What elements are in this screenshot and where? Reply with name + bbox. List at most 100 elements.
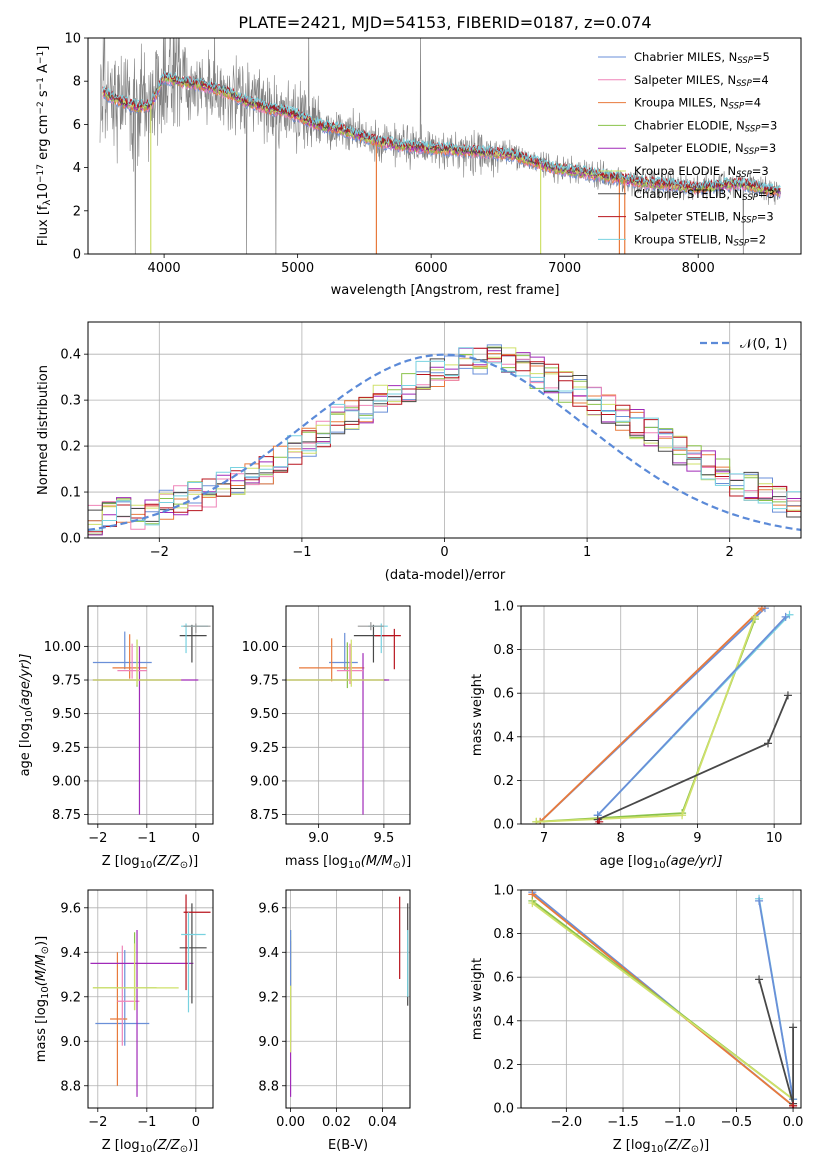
label-part: 10 (653, 860, 666, 871)
label-part: erg cm (36, 115, 51, 164)
y-axis-label: Normed distribution (36, 365, 51, 495)
legend-count: =4 (744, 96, 761, 110)
legend-sub: SSP (744, 147, 760, 157)
x-tick-label: 5000 (281, 261, 314, 276)
y-tick-label: 0.4 (493, 730, 514, 745)
y-tick-label: 9.25 (250, 741, 279, 756)
mass-weight-marker (789, 1023, 798, 1032)
x-tick-label: 7 (540, 831, 548, 846)
x-tick-label: 0.02 (322, 1115, 351, 1130)
chart-age_mass: 9.0 9.5 8.75 9.00 9.25 9.50 9.75 10.00 mass [log… (242, 605, 411, 871)
x-tick-label: 0.0 (783, 1115, 804, 1130)
x-tick-label: −2 (88, 1115, 107, 1130)
axes-frame (87, 321, 802, 539)
x-tick-label: 0 (440, 545, 448, 560)
label-part: mass [log (285, 854, 348, 869)
label-part: Z [log (102, 1138, 140, 1153)
legend-entry: 𝒩(0, 1) (740, 337, 787, 352)
y-tick-label: 0.8 (493, 643, 514, 658)
legend-name: Salpeter STELIB, N (634, 210, 741, 224)
legend-count: =3 (757, 210, 774, 224)
x-tick-label: −1.0 (664, 1115, 696, 1130)
legend-entry: Kroupa STELIB, NSSP=2 (634, 232, 766, 248)
y-tick-label: 0.6 (493, 687, 514, 702)
y-tick-label: 9.0 (258, 1035, 279, 1050)
label-part: age [log (18, 723, 33, 776)
mass-weight-marker (783, 691, 792, 700)
axes-frame (87, 605, 214, 825)
legend-name: Salpeter ELODIE, N (634, 141, 744, 155)
plot-area (286, 622, 401, 815)
grid (88, 890, 213, 1108)
y-tick-label: 9.75 (52, 674, 81, 689)
axes-frame (285, 605, 411, 825)
label-part: age [log (600, 854, 653, 869)
y-tick-label: 0.0 (493, 818, 514, 833)
x-tick-label: 2 (726, 545, 734, 560)
x-tick-label: 7000 (548, 261, 581, 276)
y-tick-label: 0.2 (493, 1058, 514, 1073)
label-part: A (36, 64, 51, 77)
x-tick-label: −0.5 (721, 1115, 753, 1130)
label-part: )] (699, 1138, 709, 1153)
x-axis-label: Z [log10(Z/Z⊙)] (102, 1138, 198, 1155)
histogram-step-line (88, 347, 801, 530)
plot-area (99, 38, 781, 254)
legend-entry: Chabrier MILES, NSSP=5 (634, 50, 770, 66)
legend-sub: SSP (736, 79, 752, 89)
x-tick-label: −1 (292, 545, 311, 560)
mass-weight-marker (781, 612, 790, 621)
label-part: 10 (40, 986, 51, 999)
plot-area (90, 894, 211, 1097)
y-tick-label: 0.8 (493, 927, 514, 942)
legend-count: =3 (759, 141, 776, 155)
legend-sub: SSP (729, 102, 745, 112)
axes-frame (285, 889, 411, 1109)
mass-weight-marker (755, 975, 764, 984)
y-axis-label: mass [log10(M/M⊙)] (34, 936, 51, 1062)
chart-mass_Z: −2 −1 08.89.09.29.49.6Z [log10(Z/Z⊙)]mass … (34, 889, 214, 1155)
x-axis-label: Z [log10(Z/Z⊙)] (102, 854, 198, 871)
label-part: 10 (24, 710, 35, 723)
plot-area (289, 896, 409, 1097)
chart-hist: −2 −1 0 1 2 0.0 0.1 0.2 0.3 0.4 (data-model)/error… (36, 321, 802, 583)
axes-frame (87, 889, 214, 1109)
y-tick-label: 0.4 (60, 348, 81, 363)
grid (88, 606, 213, 824)
y-axis-label: mass weight (470, 958, 485, 1040)
label-part: 10 (348, 860, 361, 871)
y-tick-label: 10 (64, 32, 81, 47)
x-tick-label: −2.0 (551, 1115, 583, 1130)
mass-weight-marker (595, 817, 604, 824)
mass-weight-marker (755, 896, 764, 905)
plot-area (88, 344, 801, 536)
mass-weight-marker (678, 811, 687, 820)
x-tick-label: −1 (137, 831, 156, 846)
label-part: 10 (140, 860, 153, 871)
y-tick-label: 0.0 (493, 1102, 514, 1117)
label-part: (age/yr)] (18, 654, 33, 711)
x-axis-label: Z [log10(Z/Z⊙)] (613, 1138, 709, 1155)
y-tick-label: 0.2 (493, 774, 514, 789)
legend-count: =3 (752, 164, 769, 178)
label-part: (Z/Z (152, 854, 180, 869)
y-tick-label: 0.3 (60, 394, 81, 409)
plot-area (92, 623, 211, 815)
x-axis-label: age [log10(age/yr)] (600, 854, 723, 871)
axes-frame (520, 889, 802, 1109)
legend-count: =3 (760, 118, 777, 132)
y-tick-label: 9.00 (250, 774, 279, 789)
y-tick-label: 8.75 (250, 808, 279, 823)
grid (286, 890, 410, 1108)
x-tick-label: 6000 (415, 261, 448, 276)
y-axis-label: Flux [fλ10−17 erg cm−2 s−1 A−1] (36, 46, 53, 247)
legend-sub: SSP (745, 125, 761, 135)
y-tick-label: 4 (73, 161, 81, 176)
label-part: (Z/Z (152, 1138, 180, 1153)
x-tick-label: 9.0 (308, 831, 329, 846)
mass-weight-line (597, 616, 787, 816)
label-part: )] (188, 854, 198, 869)
mass-weight-line (539, 607, 763, 823)
